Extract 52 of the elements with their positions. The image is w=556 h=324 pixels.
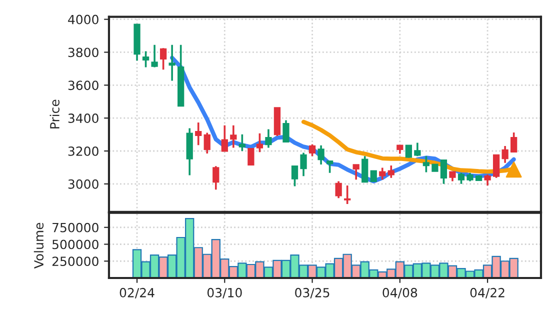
candlestick xyxy=(449,170,456,182)
candlestick xyxy=(326,160,334,174)
candlestick xyxy=(502,145,508,164)
candlestick xyxy=(248,148,254,166)
candlestick xyxy=(318,144,324,166)
candlestick xyxy=(160,47,167,71)
candlestick xyxy=(379,166,386,181)
y-tick-label: 3400 xyxy=(68,114,98,123)
candlestick xyxy=(414,142,421,157)
candlestick xyxy=(405,144,412,159)
candlestick xyxy=(265,128,272,149)
y-tick-label: 750000 xyxy=(52,222,98,232)
candlestick xyxy=(221,124,228,152)
candlestick xyxy=(168,44,176,82)
candlestick xyxy=(440,159,448,185)
y-axis-title: Volume xyxy=(34,222,44,269)
candlestick xyxy=(510,132,518,153)
candlestick xyxy=(308,144,316,157)
y-tick-label: 3800 xyxy=(68,48,98,58)
candlestick xyxy=(335,180,342,199)
x-tick-label: 03/25 xyxy=(295,288,330,298)
candlestick xyxy=(230,124,237,149)
y-tick-label: 500000 xyxy=(52,240,98,250)
candlestick xyxy=(195,122,202,146)
candlestick xyxy=(151,44,158,68)
y-tick-label: 3000 xyxy=(68,179,98,189)
candlestick xyxy=(291,165,298,188)
y-tick-label: 250000 xyxy=(52,256,98,266)
candlestick xyxy=(388,164,394,179)
y-axis-title: Price xyxy=(50,100,60,128)
x-tick-label: 03/10 xyxy=(207,288,242,298)
y-tick-label: 4000 xyxy=(68,14,98,24)
x-tick-label: 02/24 xyxy=(120,288,154,298)
candlestick xyxy=(212,165,220,191)
candlestick xyxy=(204,132,210,154)
x-tick-label: 04/08 xyxy=(382,288,418,298)
candlestick xyxy=(256,132,264,154)
y-tick-label: 3600 xyxy=(68,80,98,90)
y-tick-label: 3200 xyxy=(68,146,98,156)
candlestick xyxy=(300,152,307,178)
candlestick xyxy=(492,154,500,179)
candlestick xyxy=(422,155,430,174)
candlestick xyxy=(484,174,491,186)
candlestick xyxy=(352,164,360,181)
candlestick xyxy=(362,155,368,183)
candlestick xyxy=(344,184,351,205)
candlestick xyxy=(238,133,246,152)
candlestick xyxy=(458,172,465,185)
candlestick xyxy=(282,119,290,143)
candlestick xyxy=(142,50,150,68)
candlestick xyxy=(370,170,377,182)
x-tick-label: 04/22 xyxy=(470,288,504,298)
